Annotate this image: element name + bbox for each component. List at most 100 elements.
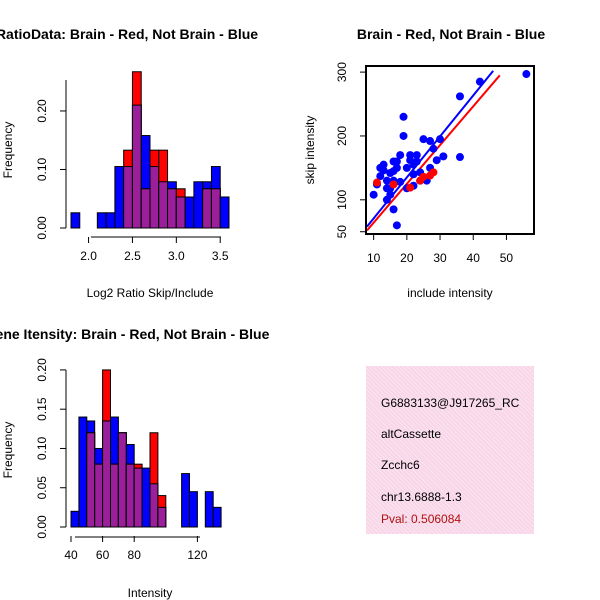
x-tick-label: 30 <box>433 251 447 265</box>
scatter-point <box>369 190 378 199</box>
y-tick-label: 200 <box>335 126 349 146</box>
bar-not-brain <box>114 166 125 229</box>
x-tick-label: 20 <box>400 251 414 265</box>
scatter-point <box>455 92 464 101</box>
bar-not-brain <box>204 491 214 528</box>
y-tick-label: 0.20 <box>35 358 49 382</box>
scatter-point <box>432 156 441 165</box>
bar-overlap <box>102 420 111 528</box>
scatter-title: Brain - Red, Not Brain - Blue <box>357 26 545 42</box>
scatter-point <box>396 151 405 160</box>
bar-overlap <box>175 196 186 229</box>
info-panel: G6883133@J917265_RC altCassette Zcchc6 c… <box>366 366 534 534</box>
scatter-y-ticks: 50 100 200 300 <box>335 62 366 239</box>
intensity-hist-panel: Gene Itensity: Brain - Red, Not Brain - … <box>0 326 270 600</box>
bar-overlap <box>117 432 127 528</box>
scatter-point <box>455 153 464 162</box>
ratio-hist-panel: RatioData: Brain - Red, Not Brain - Blue… <box>0 26 258 300</box>
scatter-point <box>392 163 401 172</box>
gene-name-text: Zcchc6 <box>381 458 420 472</box>
scatter-point <box>389 205 398 214</box>
intensity-hist-ylabel: Frequency <box>1 422 15 479</box>
scatter-point <box>402 163 411 172</box>
scatter-ylabel: skip intensity <box>303 116 317 185</box>
x-tick-label: 80 <box>128 548 142 562</box>
scatter-point <box>419 135 428 144</box>
scatter-point <box>429 168 438 177</box>
ratio-hist-ylabel: Frequency <box>1 122 15 179</box>
bar-overlap <box>149 483 159 528</box>
location-text: chr13.6888-1.3 <box>381 490 462 504</box>
intensity-hist-bars <box>70 369 222 528</box>
bar-overlap <box>140 188 151 229</box>
probe-id-text: G6883133@J917265_RC <box>381 396 520 410</box>
intensity-hist-y-ticks: 0.00 0.05 0.10 0.15 0.20 <box>35 358 66 539</box>
y-tick-label: 100 <box>335 189 349 209</box>
bar-overlap <box>133 467 143 528</box>
bar-not-brain <box>181 473 191 528</box>
bar-overlap <box>157 506 167 528</box>
scatter-point <box>379 160 388 169</box>
y-tick-label: 0.15 <box>35 397 49 421</box>
y-tick-label: 0.10 <box>35 157 49 181</box>
bar-not-brain <box>70 510 80 528</box>
bar-overlap <box>125 463 135 528</box>
intensity-hist-xlabel: Intensity <box>128 586 173 600</box>
scatter-point <box>475 77 484 86</box>
scatter-point <box>382 176 391 185</box>
x-tick-label: 40 <box>467 251 481 265</box>
bar-overlap <box>94 463 104 528</box>
bar-overlap <box>149 166 160 229</box>
scatter-point <box>389 180 398 189</box>
scatter-point <box>419 172 428 181</box>
intensity-hist-x-ticks: 40 60 80 120 <box>64 536 208 562</box>
bar-not-brain <box>96 212 107 229</box>
ratio-hist-bars <box>70 71 230 229</box>
scatter-point <box>426 137 435 146</box>
scatter-point <box>399 112 408 121</box>
x-tick-label: 120 <box>187 548 207 562</box>
pval-text: Pval: 0.506084 <box>381 512 462 526</box>
y-tick-label: 0.05 <box>35 476 49 500</box>
scatter-point <box>399 131 408 140</box>
bar-not-brain <box>141 467 151 528</box>
scatter-point <box>406 183 415 192</box>
scatter-point <box>429 144 438 153</box>
y-tick-label: 0.20 <box>35 99 49 123</box>
scatter-point <box>392 221 401 230</box>
scatter-point <box>409 170 418 179</box>
y-tick-label: 0.00 <box>35 216 49 240</box>
scatter-points <box>369 70 531 230</box>
bar-not-brain <box>184 196 195 229</box>
scatter-point <box>412 157 421 166</box>
y-tick-label: 300 <box>335 62 349 82</box>
bar-not-brain <box>193 181 204 229</box>
bar-overlap <box>86 432 96 528</box>
bar-not-brain <box>78 416 88 528</box>
scatter-point <box>439 152 448 161</box>
ratio-hist-x-ticks: 2.0 2.5 3.0 3.5 <box>80 237 229 263</box>
scatter-x-ticks: 10 20 30 40 50 <box>367 234 513 265</box>
scatter-point <box>372 178 381 187</box>
scatter-point <box>396 177 405 186</box>
bar-overlap <box>202 188 212 229</box>
y-tick-label: 0.00 <box>35 515 49 539</box>
bar-overlap <box>210 188 221 229</box>
scatter-point <box>436 135 445 144</box>
bar-overlap <box>131 104 142 229</box>
bar-overlap <box>123 166 133 229</box>
scatter-point <box>522 70 531 79</box>
intensity-hist-title: Gene Itensity: Brain - Red, Not Brain - … <box>0 326 270 342</box>
y-tick-label: 50 <box>335 225 349 239</box>
x-tick-label: 60 <box>96 548 110 562</box>
scatter-frame <box>365 65 535 235</box>
event-type-text: altCassette <box>381 427 442 441</box>
scatter-point <box>386 190 395 199</box>
scatter-point <box>392 157 401 166</box>
ratio-hist-y-ticks: 0.00 0.10 0.20 <box>35 99 66 240</box>
bar-overlap <box>110 463 119 528</box>
y-tick-label: 0.10 <box>35 436 49 460</box>
bar-not-brain <box>105 212 116 229</box>
bar-overlap <box>167 188 177 229</box>
